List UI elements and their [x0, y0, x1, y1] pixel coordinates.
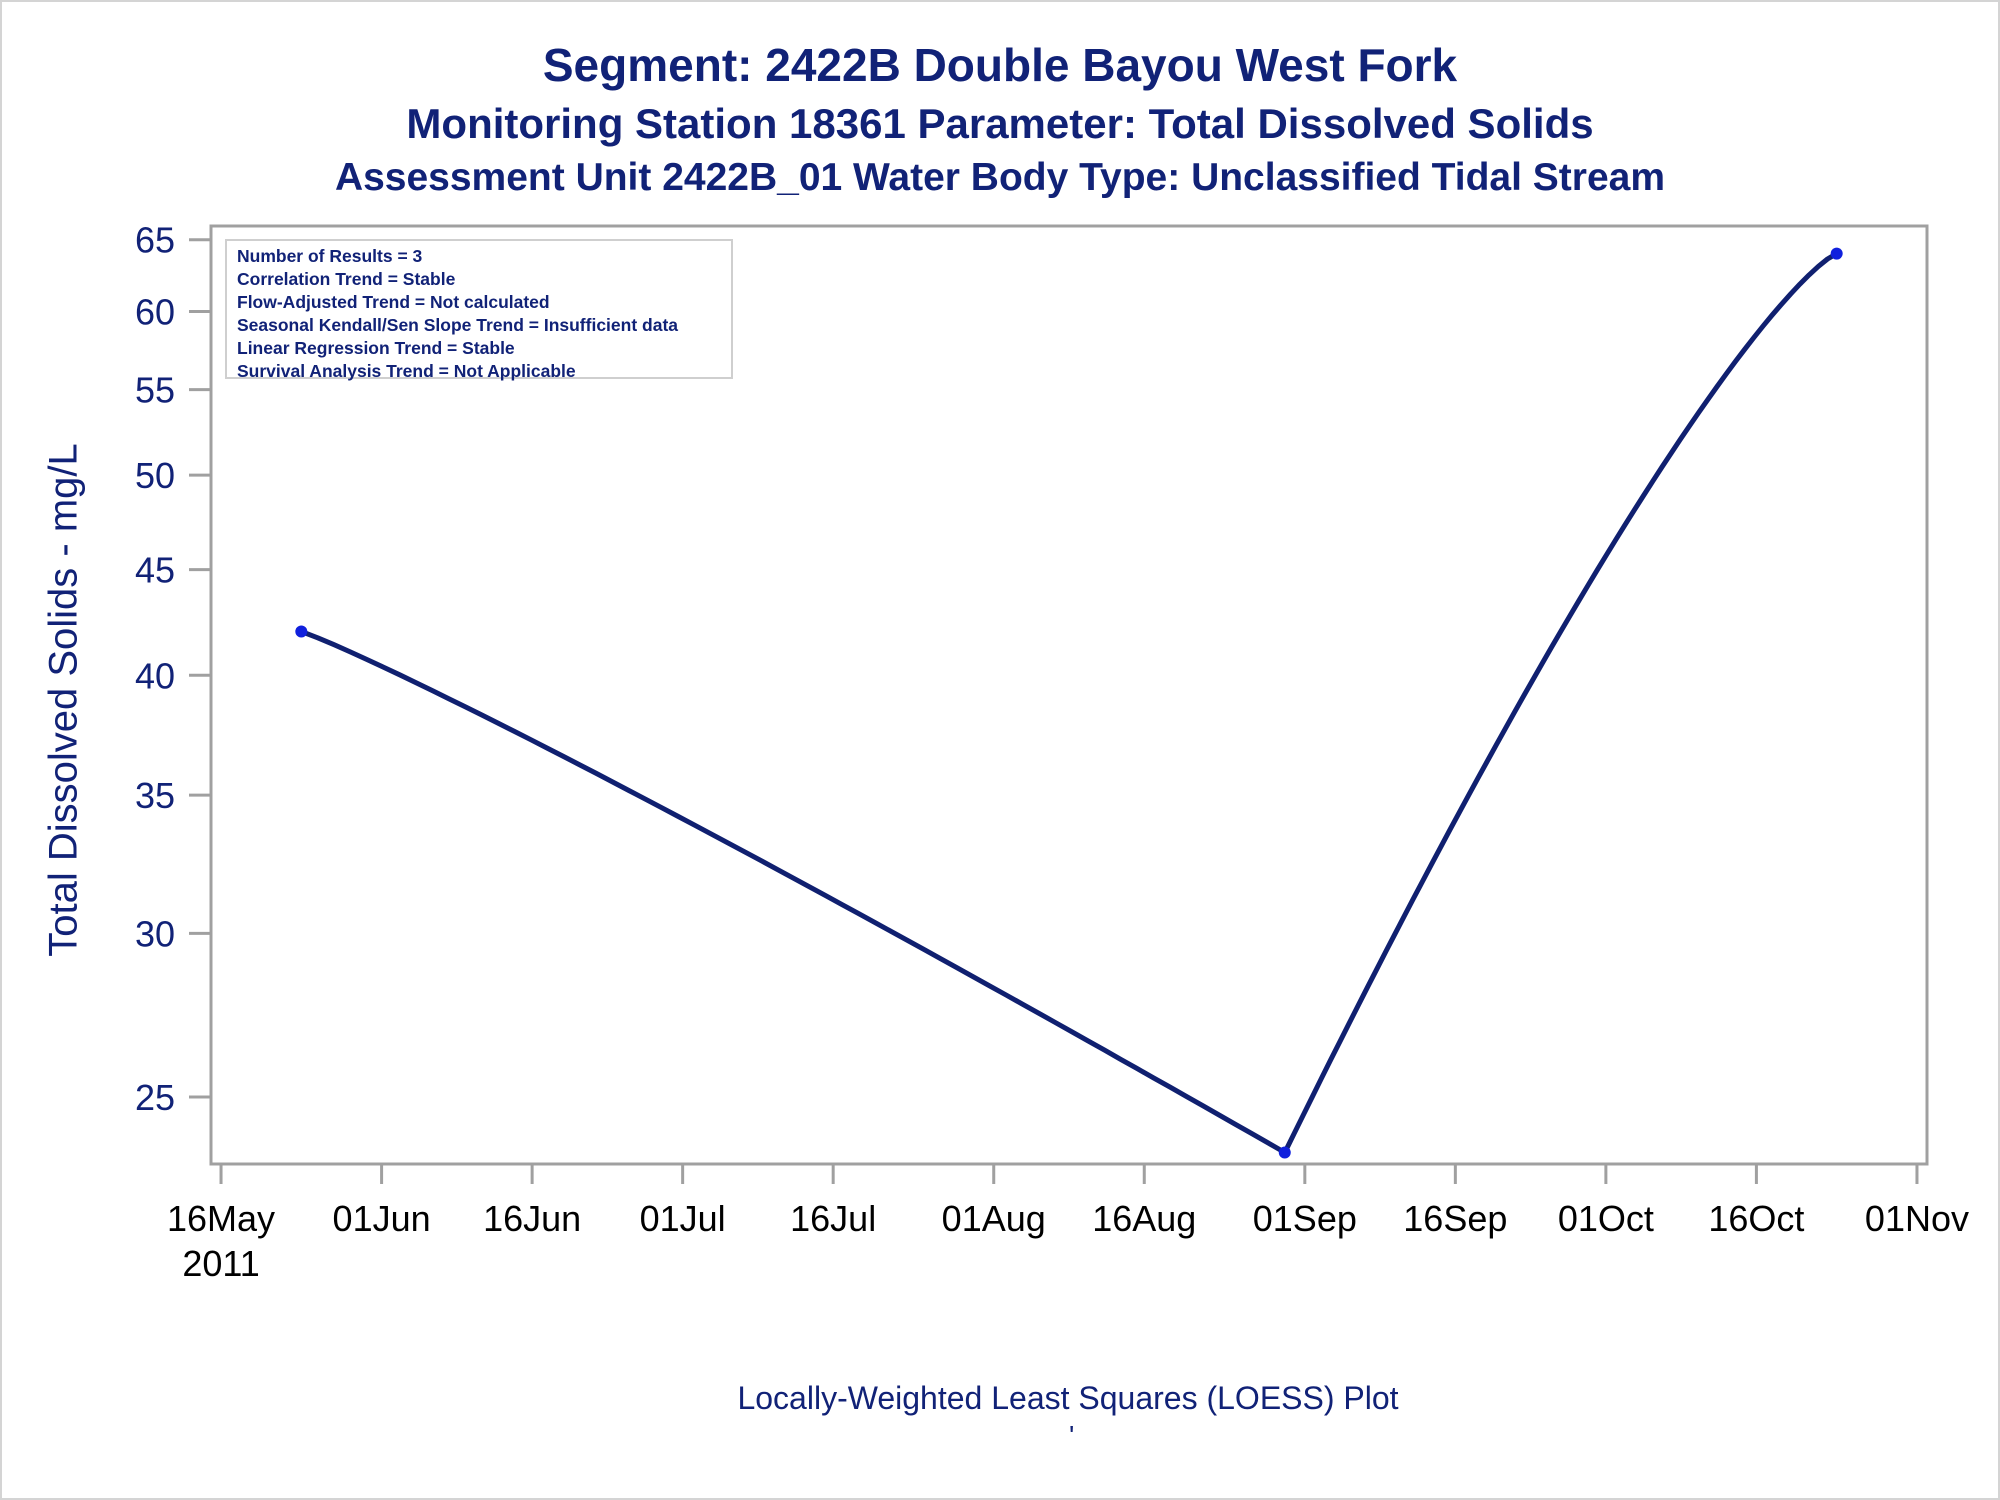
x-tick-label: 01Jul: [640, 1198, 726, 1239]
plot-area-border: [209, 224, 1929, 1166]
x-tick-label: 01Sep: [1253, 1198, 1357, 1239]
chart-subtitle-assessment: Assessment Unit 2422B_01 Water Body Type…: [334, 156, 1666, 199]
data-point: [295, 625, 308, 638]
x-tick-label: 16Jul: [790, 1198, 876, 1239]
x-tick-label: 01Oct: [1558, 1198, 1654, 1239]
x-tick-label: 16Aug: [1092, 1198, 1196, 1239]
chart-subtitle-station: Monitoring Station 18361 Parameter: Tota…: [406, 100, 1594, 147]
y-tick-label: 55: [135, 370, 175, 411]
y-tick-label: 30: [135, 913, 175, 954]
x-tick-label: 16May: [167, 1198, 275, 1239]
stats-line-kendall: Seasonal Kendall/Sen Slope Trend = Insuf…: [237, 315, 679, 335]
data-point: [1830, 247, 1843, 260]
footer-mark: ': [1069, 1420, 1075, 1451]
x-tick-label: 01Aug: [942, 1198, 1046, 1239]
x-tick-year-label: 2011: [182, 1243, 259, 1284]
loess-series: [295, 247, 1843, 1159]
y-tick-label: 25: [135, 1077, 175, 1118]
stats-line-survival: Survival Analysis Trend = Not Applicable: [237, 361, 576, 381]
loess-line: [298, 251, 1840, 1155]
stats-line-flow: Flow-Adjusted Trend = Not calculated: [237, 292, 550, 312]
x-tick-label: 01Jun: [333, 1198, 431, 1239]
y-tick-label: 50: [135, 455, 175, 496]
stats-line-correlation: Correlation Trend = Stable: [237, 269, 456, 289]
x-tick-label: 16Jun: [483, 1198, 581, 1239]
y-tick-label: 35: [135, 775, 175, 816]
y-tick-label: 60: [135, 292, 175, 333]
footer-caption: Locally-Weighted Least Squares (LOESS) P…: [737, 1380, 1399, 1416]
stats-line-regression: Linear Regression Trend = Stable: [237, 338, 515, 358]
y-tick-label: 65: [135, 220, 175, 261]
y-axis: 25 30 35 40 45 50 55 60 65: [135, 220, 211, 1118]
chart-title: Segment: 2422B Double Bayou West Fork: [542, 39, 1458, 91]
y-tick-label: 40: [135, 655, 175, 696]
x-tick-label: 16Sep: [1403, 1198, 1507, 1239]
stats-box: Number of Results = 3 Correlation Trend …: [225, 239, 733, 381]
data-point: [1278, 1146, 1291, 1159]
x-tick-label: 16Oct: [1708, 1198, 1804, 1239]
stats-line-count: Number of Results = 3: [237, 246, 423, 266]
y-tick-label: 45: [135, 550, 175, 591]
x-tick-label: 01Nov: [1865, 1198, 1969, 1239]
